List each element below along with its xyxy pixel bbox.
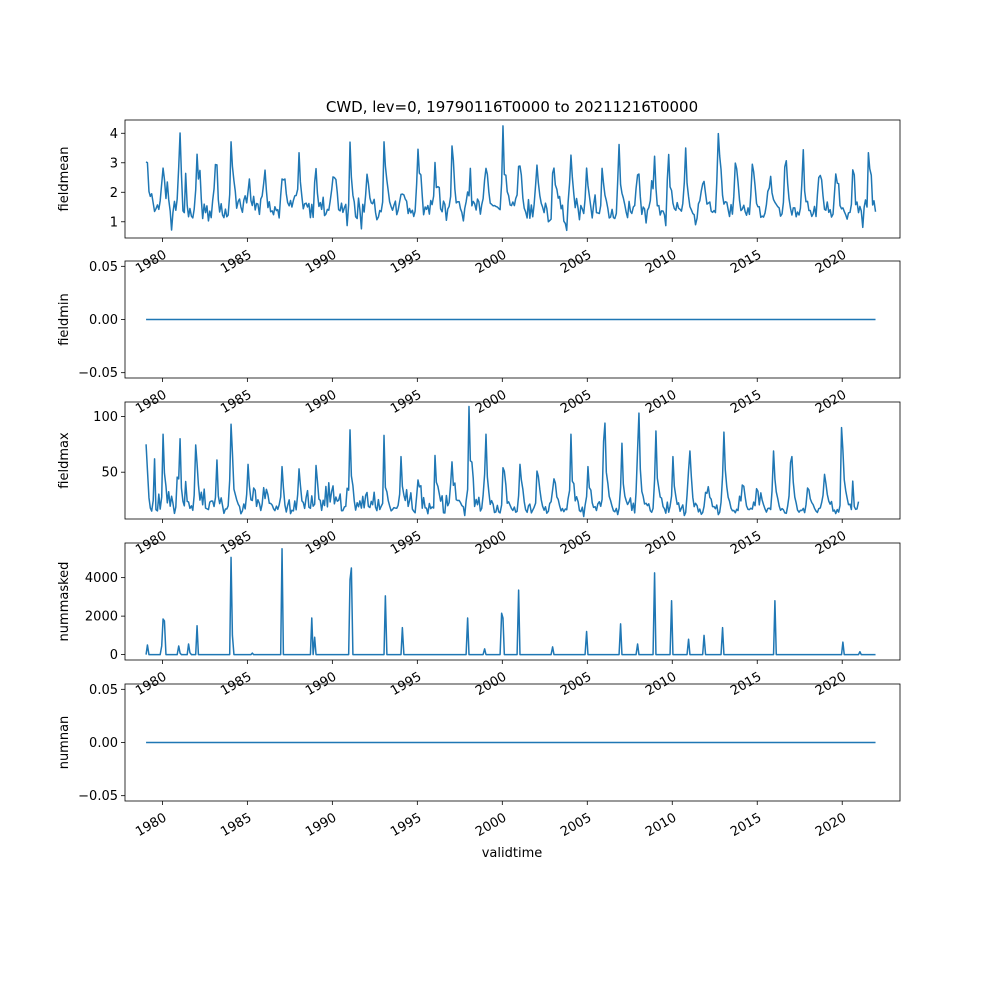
y-tick-label: 0 [110, 648, 118, 663]
y-tick-label: 0.05 [89, 260, 118, 275]
y-tick-label: 2000 [85, 610, 118, 625]
y-axis-label: fieldmax [57, 432, 72, 489]
y-axis-label: numnan [57, 716, 72, 770]
y-tick-label: 4000 [85, 571, 118, 586]
x-axis-label: validtime [482, 846, 543, 861]
y-tick-label: 0.00 [89, 736, 118, 751]
y-tick-label: 0.05 [89, 683, 118, 698]
y-tick-label: −0.05 [78, 789, 118, 804]
y-tick-label: 1 [110, 215, 118, 230]
y-axis-label: fieldmin [57, 293, 72, 346]
axes-frame-fieldmean [124, 119, 901, 239]
series-line-fieldmax [145, 405, 860, 518]
y-tick-label: 2 [110, 186, 118, 201]
y-axis-label: fieldmean [57, 147, 72, 212]
series-line-fieldmean [145, 125, 877, 232]
y-tick-label: 0.00 [89, 313, 118, 328]
y-tick-label: −0.05 [78, 366, 118, 381]
y-tick-label: 4 [110, 127, 118, 142]
axes-frame-fieldmax [124, 401, 901, 520]
axes-frame-nummasked [124, 542, 901, 661]
y-tick-label: 50 [101, 466, 118, 481]
y-tick-label: 3 [110, 156, 118, 171]
y-axis-label: nummasked [57, 562, 72, 642]
series-line-nummasked [145, 548, 876, 656]
y-tick-label: 100 [93, 410, 118, 425]
figure-title: CWD, lev=0, 19790116T0000 to 20211216T00… [326, 98, 698, 116]
